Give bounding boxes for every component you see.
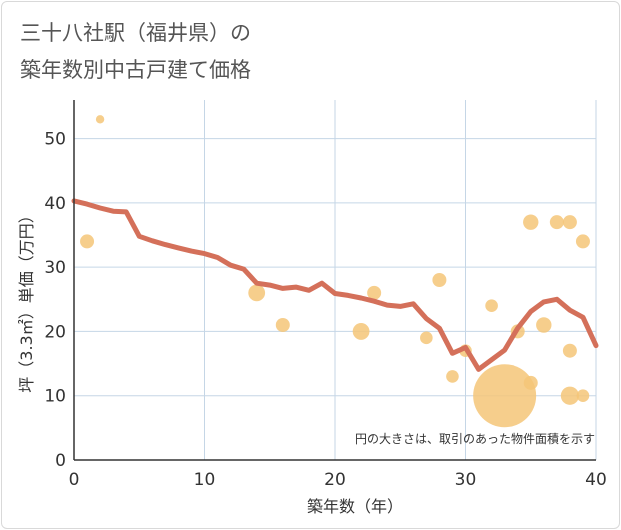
scatter-point — [367, 285, 382, 300]
y-tick-label: 20 — [44, 322, 66, 342]
scatter-point — [248, 284, 266, 302]
x-tick-label: 0 — [69, 470, 80, 490]
y-tick-label: 0 — [55, 451, 66, 471]
y-axis-label: 坪（3.3㎡）単価（万円） — [17, 207, 36, 392]
scatter-point — [432, 273, 447, 287]
scatter-point — [562, 343, 577, 358]
y-tick-label: 50 — [44, 130, 66, 150]
chart-title-line-1: 三十八社駅（福井県）の — [20, 21, 251, 45]
trend-line — [71, 198, 599, 372]
scatter-point — [536, 317, 552, 333]
scatter-point — [473, 364, 537, 428]
scatter-point — [420, 331, 433, 345]
trend-line-group — [71, 198, 599, 372]
y-tick-label: 40 — [44, 194, 66, 214]
scatter-point — [352, 323, 370, 340]
size-note: 円の大きさは、取引のあった物件面積を示す — [355, 431, 595, 446]
x-axis-label: 築年数（年） — [307, 497, 403, 516]
x-tick-label: 10 — [194, 470, 216, 490]
x-tick-label: 30 — [455, 470, 477, 490]
scatter-point — [575, 234, 590, 249]
scatter-point — [562, 215, 577, 230]
scatter-point — [523, 375, 538, 390]
x-tick-label: 40 — [585, 470, 607, 490]
y-tick-label: 30 — [44, 258, 66, 278]
axes — [73, 100, 596, 461]
scatter-point — [549, 215, 564, 230]
scatter-points — [80, 115, 590, 428]
tick-labels: 0 10 20 30 40 0 10 20 30 40 50 — [44, 130, 606, 490]
x-tick-label: 20 — [324, 470, 346, 490]
scatter-point — [485, 299, 498, 313]
scatter-point — [80, 234, 95, 249]
grid — [74, 100, 597, 460]
scatter-point — [576, 389, 590, 403]
scatter-point — [275, 318, 290, 332]
scatter-point — [446, 370, 459, 383]
chart-title-line-2: 築年数別中古戸建て価格 — [20, 58, 251, 82]
scatter-point — [95, 115, 105, 124]
y-tick-label: 10 — [44, 387, 66, 407]
scatter-point — [523, 214, 539, 230]
scatter-point — [560, 386, 580, 405]
